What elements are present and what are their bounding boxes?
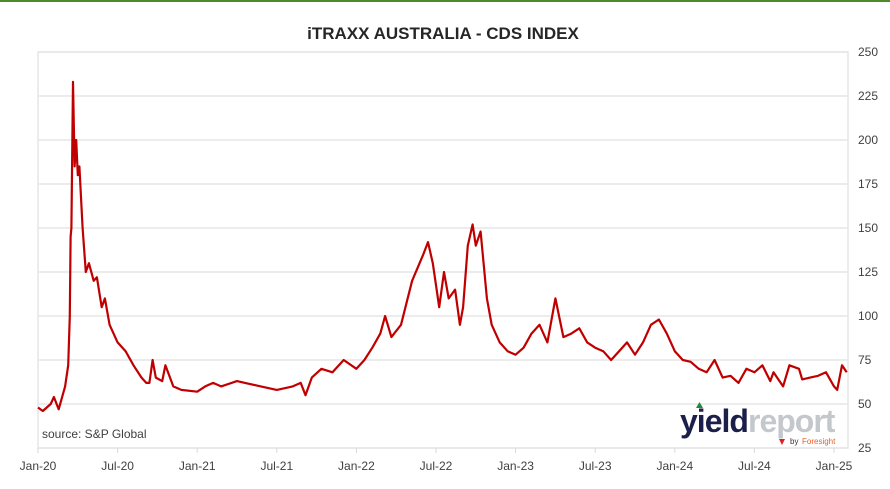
y-tick-label: 100 [858,309,878,323]
y-tick-label: 125 [858,265,878,279]
plot-area [37,51,849,449]
yieldreport-logo: yield report by Foresight [680,402,837,446]
x-tick-label: Jan-20 [20,459,57,473]
y-tick-label: 50 [858,397,872,411]
logo-report: report [748,403,836,439]
x-tick-label: Jul-22 [420,459,453,473]
logo-foresight: Foresight [802,437,836,446]
logo-by: by [790,437,798,446]
down-arrow-icon [779,439,785,445]
y-tick-label: 75 [858,353,872,367]
source-annotation: source: S&P Global [42,427,147,441]
y-tick-label: 150 [858,221,878,235]
x-tick-label: Jan-22 [338,459,375,473]
x-tick-label: Jul-24 [738,459,771,473]
logo-yield: yield [680,403,748,439]
y-tick-label: 250 [858,45,878,59]
up-arrow-icon [696,402,703,408]
y-tick-label: 225 [858,89,878,103]
x-tick-label: Jan-25 [816,459,853,473]
x-tick-label: Jan-24 [656,459,693,473]
x-tick-label: Jan-21 [179,459,216,473]
x-tick-label: Jan-23 [497,459,534,473]
x-tick-label: Jul-20 [101,459,134,473]
x-tick-label: Jul-23 [579,459,612,473]
x-tick-label: Jul-21 [260,459,293,473]
y-tick-label: 200 [858,133,878,147]
y-tick-label: 25 [858,441,872,455]
series-line-itraxx [37,80,848,413]
y-tick-label: 175 [858,177,878,191]
chart-title: iTRAXX AUSTRALIA - CDS INDEX [307,24,579,43]
